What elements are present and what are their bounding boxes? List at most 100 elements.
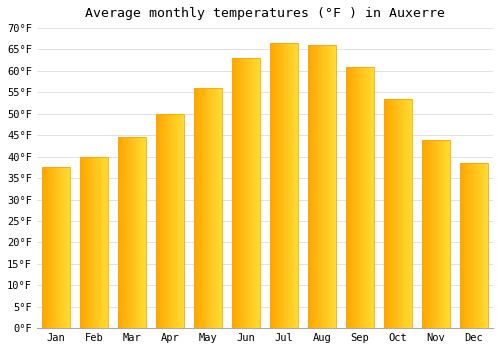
- Bar: [460, 163, 461, 328]
- Bar: [170, 114, 172, 328]
- Bar: [258, 58, 259, 328]
- Bar: [432, 140, 433, 328]
- Bar: [66, 167, 67, 328]
- Bar: [178, 114, 180, 328]
- Bar: [357, 66, 358, 328]
- Bar: [401, 99, 402, 328]
- Bar: [271, 43, 272, 328]
- Bar: [250, 58, 252, 328]
- Bar: [118, 138, 146, 328]
- Bar: [194, 88, 222, 328]
- Bar: [319, 45, 320, 328]
- Bar: [172, 114, 174, 328]
- Bar: [119, 138, 120, 328]
- Bar: [42, 167, 43, 328]
- Bar: [384, 99, 412, 328]
- Bar: [96, 157, 98, 328]
- Bar: [373, 66, 374, 328]
- Bar: [249, 58, 250, 328]
- Bar: [446, 140, 448, 328]
- Bar: [291, 43, 292, 328]
- Bar: [233, 58, 234, 328]
- Bar: [160, 114, 162, 328]
- Bar: [58, 167, 60, 328]
- Bar: [466, 163, 467, 328]
- Bar: [205, 88, 206, 328]
- Bar: [80, 157, 81, 328]
- Bar: [57, 167, 58, 328]
- Bar: [328, 45, 329, 328]
- Bar: [368, 66, 370, 328]
- Bar: [324, 45, 325, 328]
- Bar: [270, 43, 298, 328]
- Bar: [348, 66, 350, 328]
- Bar: [384, 99, 385, 328]
- Bar: [68, 167, 70, 328]
- Bar: [280, 43, 281, 328]
- Bar: [43, 167, 44, 328]
- Bar: [162, 114, 164, 328]
- Bar: [42, 167, 70, 328]
- Bar: [276, 43, 277, 328]
- Bar: [308, 45, 336, 328]
- Bar: [424, 140, 426, 328]
- Bar: [335, 45, 336, 328]
- Bar: [246, 58, 248, 328]
- Bar: [422, 140, 450, 328]
- Bar: [248, 58, 249, 328]
- Bar: [426, 140, 428, 328]
- Bar: [54, 167, 56, 328]
- Bar: [316, 45, 318, 328]
- Bar: [286, 43, 287, 328]
- Bar: [347, 66, 348, 328]
- Bar: [310, 45, 312, 328]
- Bar: [50, 167, 51, 328]
- Bar: [326, 45, 328, 328]
- Bar: [433, 140, 434, 328]
- Bar: [254, 58, 256, 328]
- Bar: [80, 157, 108, 328]
- Bar: [177, 114, 178, 328]
- Bar: [346, 66, 347, 328]
- Bar: [234, 58, 236, 328]
- Bar: [211, 88, 212, 328]
- Bar: [200, 88, 201, 328]
- Bar: [356, 66, 357, 328]
- Bar: [82, 157, 84, 328]
- Bar: [352, 66, 353, 328]
- Bar: [411, 99, 412, 328]
- Bar: [204, 88, 205, 328]
- Bar: [284, 43, 286, 328]
- Bar: [350, 66, 352, 328]
- Bar: [102, 157, 104, 328]
- Bar: [398, 99, 400, 328]
- Bar: [422, 140, 423, 328]
- Bar: [156, 114, 157, 328]
- Bar: [362, 66, 363, 328]
- Bar: [438, 140, 439, 328]
- Bar: [100, 157, 101, 328]
- Bar: [372, 66, 373, 328]
- Bar: [363, 66, 364, 328]
- Bar: [243, 58, 244, 328]
- Bar: [139, 138, 140, 328]
- Bar: [358, 66, 360, 328]
- Bar: [294, 43, 296, 328]
- Bar: [168, 114, 170, 328]
- Bar: [470, 163, 471, 328]
- Bar: [296, 43, 297, 328]
- Bar: [253, 58, 254, 328]
- Bar: [354, 66, 356, 328]
- Bar: [392, 99, 394, 328]
- Bar: [281, 43, 282, 328]
- Bar: [429, 140, 430, 328]
- Bar: [208, 88, 210, 328]
- Bar: [126, 138, 128, 328]
- Bar: [232, 58, 260, 328]
- Bar: [44, 167, 46, 328]
- Bar: [471, 163, 472, 328]
- Bar: [404, 99, 405, 328]
- Bar: [318, 45, 319, 328]
- Bar: [366, 66, 367, 328]
- Bar: [220, 88, 222, 328]
